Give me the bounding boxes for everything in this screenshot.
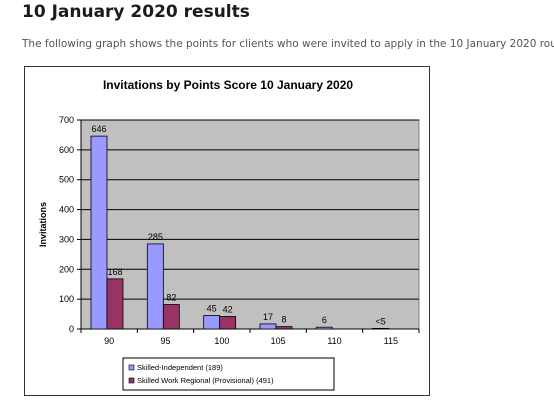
- y-tick-label: 500: [59, 175, 74, 185]
- bar: [259, 323, 277, 330]
- data-label: 646: [91, 124, 106, 134]
- x-tick-label: 90: [104, 336, 114, 346]
- bar: [315, 326, 333, 330]
- bar: [90, 135, 108, 330]
- chart-frame: Invitations by Points Score 10 January 2…: [24, 66, 430, 396]
- data-label: 42: [223, 304, 233, 314]
- legend-label: Skilled Work Regional (Provisional) (491…: [137, 376, 274, 385]
- legend-label: Skilled-Independent (189): [137, 363, 223, 372]
- data-label: 8: [281, 315, 286, 325]
- bar: [275, 326, 293, 330]
- plot-background: [80, 119, 420, 330]
- data-label: 168: [107, 267, 122, 277]
- bar: [219, 316, 237, 330]
- y-tick-label: 200: [59, 264, 74, 274]
- data-label: 285: [148, 232, 163, 242]
- bar: [372, 328, 390, 330]
- data-label: 82: [166, 293, 176, 303]
- x-tick-label: 110: [327, 336, 341, 346]
- x-tick-label: 100: [214, 336, 229, 346]
- y-tick-label: 0: [69, 324, 74, 334]
- legend-swatch: [128, 377, 135, 384]
- data-label: 6: [322, 315, 327, 325]
- y-axis-label: Invitations: [38, 202, 48, 247]
- bar: [146, 243, 164, 330]
- legend: Skilled-Independent (189) Skilled Work Re…: [122, 357, 335, 391]
- y-tick-label: 300: [59, 234, 74, 244]
- y-tick-label: 600: [59, 145, 74, 155]
- x-tick-label: 115: [384, 336, 398, 346]
- x-tick-label: 95: [160, 336, 170, 346]
- y-tick-label: 400: [59, 205, 74, 215]
- bar: [106, 278, 124, 330]
- bar: [203, 315, 221, 330]
- y-tick-label: 100: [59, 294, 74, 304]
- y-tick-label: 700: [59, 115, 74, 125]
- page-intro: The following graph shows the points for…: [22, 38, 554, 50]
- data-label: 17: [263, 312, 273, 322]
- data-label: <5: [376, 316, 386, 326]
- page-title: 10 January 2020 results: [22, 2, 250, 22]
- x-tick-label: 105: [271, 336, 286, 346]
- legend-swatch: [128, 364, 135, 371]
- plot-area: 0 100 200 300 400 500 600 700 646 168 90 285 82 95 45 4…: [59, 115, 420, 346]
- bar: [162, 304, 180, 330]
- legend-box: [122, 357, 335, 391]
- data-label: 45: [207, 304, 217, 314]
- bar-chart: Invitations by Points Score 10 January 2…: [38, 78, 420, 391]
- chart-title: Invitations by Points Score 10 January 2…: [103, 78, 353, 92]
